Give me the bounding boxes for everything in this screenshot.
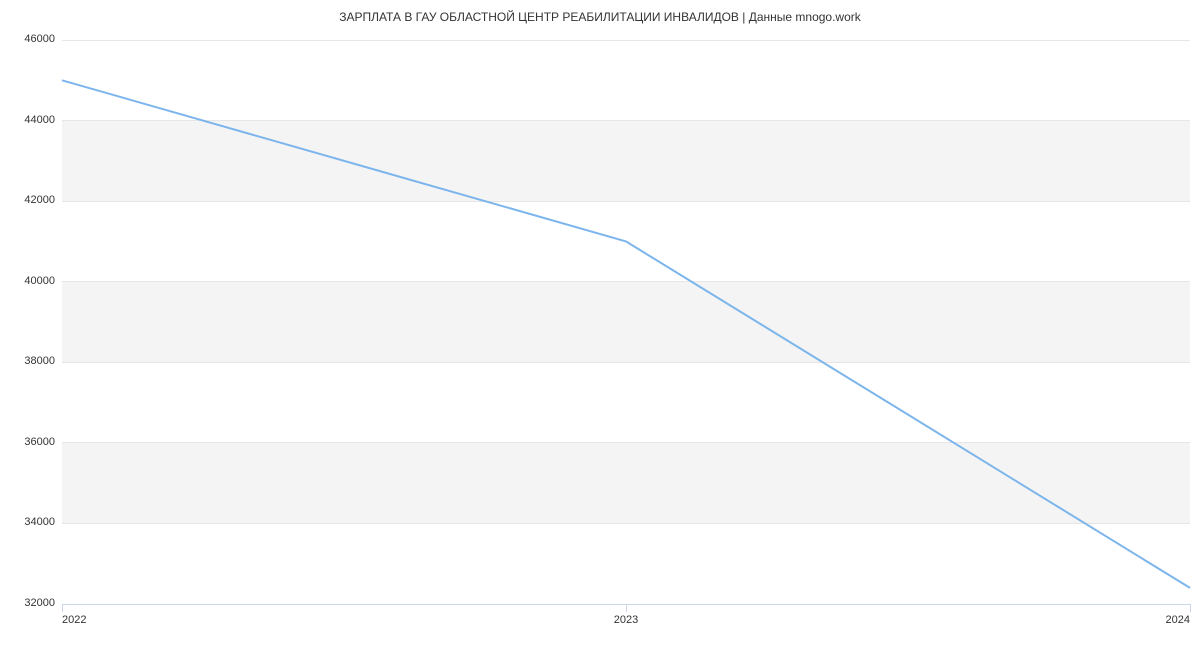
- series-salary: [62, 80, 1190, 588]
- y-tick-label: 40000: [7, 275, 55, 287]
- x-tick-mark: [62, 604, 63, 612]
- y-tick-label: 44000: [7, 114, 55, 126]
- x-tick-label: 2022: [62, 614, 122, 626]
- y-tick-label: 36000: [7, 436, 55, 448]
- plot-area: 3200034000360003800040000420004400046000…: [62, 40, 1190, 604]
- x-tick-label: 2023: [596, 614, 656, 626]
- series-layer: [62, 40, 1190, 604]
- x-tick-mark: [1190, 604, 1191, 612]
- chart-container: ЗАРПЛАТА В ГАУ ОБЛАСТНОЙ ЦЕНТР РЕАБИЛИТА…: [0, 0, 1200, 650]
- y-tick-label: 42000: [7, 194, 55, 206]
- y-tick-label: 38000: [7, 355, 55, 367]
- x-tick-mark: [626, 604, 627, 612]
- chart-title: ЗАРПЛАТА В ГАУ ОБЛАСТНОЙ ЦЕНТР РЕАБИЛИТА…: [0, 10, 1200, 24]
- y-tick-label: 32000: [7, 597, 55, 609]
- y-tick-label: 34000: [7, 516, 55, 528]
- y-tick-label: 46000: [7, 33, 55, 45]
- x-tick-label: 2024: [1130, 614, 1190, 626]
